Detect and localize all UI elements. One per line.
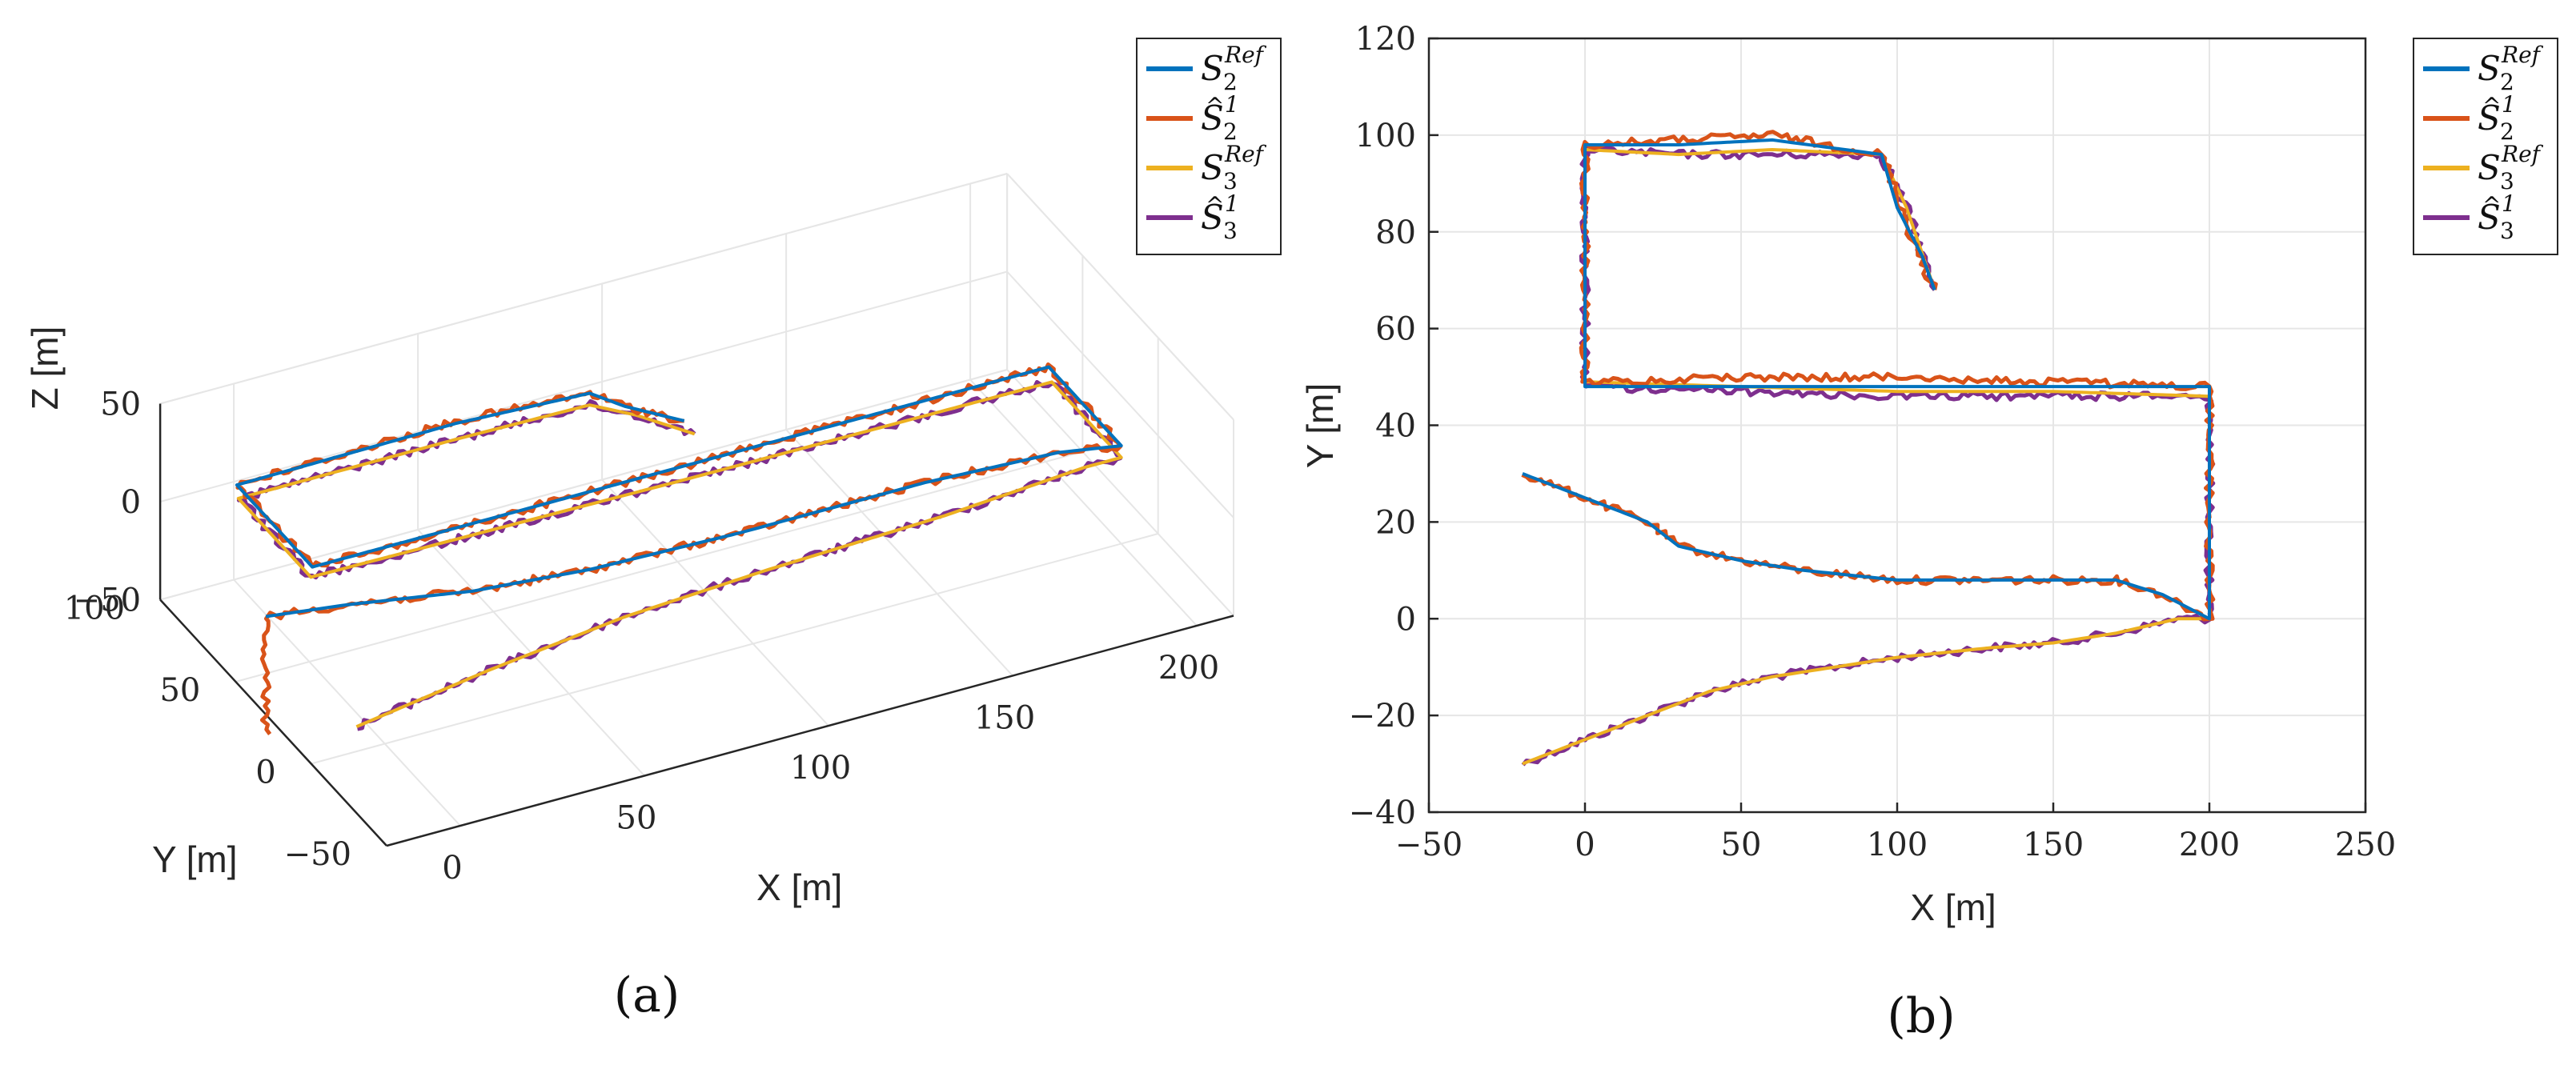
b-series-line-S3hat <box>1521 144 2216 767</box>
legend-sup-S2ref: Ref <box>1224 42 1267 68</box>
b-series-line-S2hat <box>1521 130 2216 622</box>
b-x-tick-label: 200 <box>2179 827 2240 863</box>
b-y-tick-label: 60 <box>1375 311 1416 348</box>
panel-a-axes-box <box>158 403 1234 847</box>
b-y-tick-label: 20 <box>1375 504 1416 541</box>
legend-label-S3ref: S <box>1201 148 1224 187</box>
a-y-tick-label: 100 <box>64 591 125 627</box>
a-series-line-S3hat <box>236 380 1123 731</box>
legend-label-S2ref: S <box>2478 49 2501 88</box>
legend-label-S3ref: S <box>2478 148 2501 187</box>
panel-a-x-axis-label: X [m] <box>756 867 842 908</box>
a-back-grid-z <box>159 270 1008 502</box>
a-x-tick-label: 100 <box>790 750 851 787</box>
legend-sup-S3ref: Ref <box>2501 141 2544 167</box>
a-x-tick-label: 50 <box>616 800 657 837</box>
panel-b-y-axis-label: Y [m] <box>1299 383 1341 469</box>
legend-sup-S2hat: 1 <box>2502 91 2516 118</box>
legend-sup-S2hat: 1 <box>1225 91 1239 118</box>
panel-b-label: (b) <box>1887 988 1955 1044</box>
legend-label-S2ref: S <box>1201 49 1224 88</box>
a-floor-grid-y <box>235 450 1083 683</box>
panel-a-grid <box>159 173 1234 847</box>
panel-a-y-axis-label: Y [m] <box>152 839 238 880</box>
b-series-line-S3ref <box>1522 148 2211 766</box>
a-box-edge <box>1006 173 1234 421</box>
panel-b-ticks: −50 0 50 100 150 200 250 −40 −20 0 20 40 60 80 100 120 <box>1349 21 2397 863</box>
a-floor-grid-x <box>785 429 1013 677</box>
a-z-tick-label: 50 <box>100 386 141 423</box>
b-y-tick-label: 0 <box>1396 601 1416 638</box>
panel-a-z-axis-label: Z [m] <box>24 326 66 410</box>
legend-sub-S3ref: 3 <box>2500 168 2514 194</box>
a-y-axis-line <box>159 599 387 847</box>
panel-a-series <box>235 362 1123 735</box>
a-floor-grid-y <box>311 533 1158 765</box>
a-x-tick-label: 200 <box>1158 650 1219 687</box>
legend-sub-S3hat: 3 <box>1223 218 1238 244</box>
panel-b-series <box>1521 130 2216 767</box>
legend-sup-S3ref: Ref <box>1224 141 1267 167</box>
b-x-tick-label: 100 <box>1867 827 1928 863</box>
legend-label-S2hat: S <box>2478 98 2501 138</box>
b-x-tick-label: 50 <box>1721 827 1762 863</box>
legend-sup-S3hat: 1 <box>1225 190 1239 217</box>
legend-sub-S2hat: 2 <box>2500 118 2514 145</box>
legend-sub-S2ref: 2 <box>1223 69 1238 95</box>
a-x-axis-line <box>386 615 1234 847</box>
b-series-line-S2ref <box>1522 138 2211 621</box>
legend-sub-S2ref: 2 <box>2500 69 2514 95</box>
b-x-tick-label: −50 <box>1395 827 1463 863</box>
a-y-tick-label: 0 <box>255 755 275 791</box>
panel-b-x-axis-label: X [m] <box>1910 887 1996 928</box>
b-y-tick-label: 120 <box>1355 21 1416 58</box>
legend-sub-S3ref: 3 <box>1223 168 1238 194</box>
a-floor-grid-x <box>969 378 1198 627</box>
a-series-line-S3ref <box>236 380 1123 729</box>
a-side-grid-z <box>1006 369 1234 617</box>
b-y-tick-label: 80 <box>1375 214 1416 251</box>
a-z-tick-label: −50 <box>74 583 141 619</box>
panel-a-label: (a) <box>614 967 680 1023</box>
a-y-tick-label: 50 <box>159 672 200 709</box>
legend-hat-S3hat: ^ <box>2482 192 2501 218</box>
legend-hat-S2hat: ^ <box>1206 93 1224 119</box>
a-x-tick-label: 0 <box>442 850 462 887</box>
legend-label-S3hat: S <box>2478 198 2501 237</box>
a-z-tick-label: 0 <box>121 484 141 521</box>
legend-label-S3hat: S <box>1201 198 1224 237</box>
legend-hat-S2hat: ^ <box>2482 93 2501 119</box>
a-y-tick-label: −50 <box>284 836 351 873</box>
b-x-tick-label: 150 <box>2023 827 2084 863</box>
legend-label-S2hat: S <box>1201 98 1224 138</box>
b-y-tick-label: −40 <box>1349 795 1416 831</box>
a-floor-grid-x <box>601 478 829 727</box>
legend-sup-S2ref: Ref <box>2501 42 2544 68</box>
a-series-line-S2ref <box>235 365 1123 619</box>
legend-sub-S3hat: 3 <box>2500 218 2514 244</box>
legend-hat-S3hat: ^ <box>1206 192 1224 218</box>
b-x-tick-label: 0 <box>1575 827 1595 863</box>
b-y-tick-label: −20 <box>1349 698 1416 735</box>
legend-sup-S3hat: 1 <box>2502 190 2516 217</box>
a-side-grid-z <box>1006 270 1234 518</box>
b-x-tick-label: 250 <box>2335 827 2396 863</box>
panel-b-grid <box>1428 38 2366 813</box>
b-y-tick-label: 40 <box>1375 408 1416 445</box>
panel-b-xy-plot: −50 0 50 100 150 200 250−40−20020406080100120 … <box>1299 21 2558 1044</box>
legend-sub-S2hat: 2 <box>1223 118 1238 145</box>
b-y-tick-label: 100 <box>1355 118 1416 154</box>
a-box-edge <box>159 173 1008 405</box>
a-x-tick-label: 150 <box>974 700 1035 737</box>
a-floor-grid-x <box>233 579 461 827</box>
